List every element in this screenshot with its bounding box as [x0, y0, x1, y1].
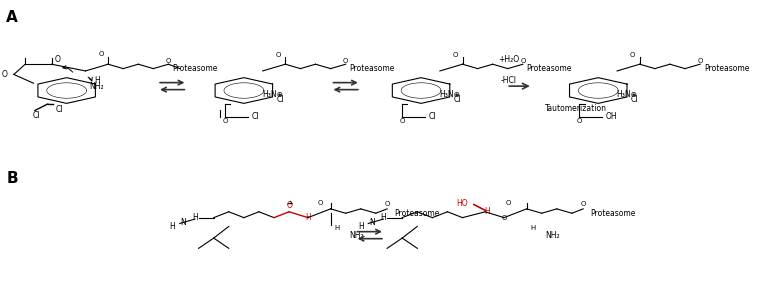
- Text: Tautomerization: Tautomerization: [545, 104, 606, 113]
- Text: NH₂: NH₂: [349, 231, 365, 240]
- Text: O: O: [453, 53, 480, 58]
- Text: O: O: [384, 201, 390, 207]
- Text: A: A: [6, 10, 18, 25]
- Text: Proteasome: Proteasome: [703, 64, 749, 73]
- Text: O: O: [2, 70, 8, 79]
- Text: NH₂: NH₂: [89, 82, 104, 91]
- Text: Proteasome: Proteasome: [527, 64, 572, 73]
- Text: O: O: [399, 118, 405, 124]
- Text: O: O: [631, 53, 656, 58]
- Text: O: O: [222, 118, 227, 124]
- Text: H: H: [381, 213, 387, 222]
- Text: HO: HO: [457, 199, 468, 207]
- Text: OH: OH: [606, 112, 618, 121]
- Text: O: O: [318, 200, 351, 206]
- Text: Proteasome: Proteasome: [349, 64, 395, 73]
- Text: Cl: Cl: [55, 105, 63, 114]
- Text: H: H: [192, 213, 198, 222]
- Text: Proteasome: Proteasome: [395, 209, 440, 218]
- Text: B: B: [6, 171, 18, 186]
- Text: H: H: [334, 225, 340, 231]
- Text: Cl: Cl: [252, 112, 259, 121]
- Text: H₃N⊕: H₃N⊕: [262, 90, 283, 99]
- Text: H: H: [358, 222, 364, 231]
- Text: O: O: [506, 200, 540, 206]
- Text: N: N: [180, 217, 186, 227]
- Text: H: H: [169, 222, 175, 231]
- Text: Cl: Cl: [631, 95, 638, 104]
- Text: H₃N⊕: H₃N⊕: [439, 90, 460, 99]
- Text: NH₂: NH₂: [546, 231, 560, 240]
- Text: H₃N⊕: H₃N⊕: [616, 90, 637, 99]
- Text: +H₂O: +H₂O: [498, 55, 519, 64]
- Text: O: O: [287, 201, 292, 210]
- Text: Cl: Cl: [277, 95, 283, 104]
- Text: O: O: [343, 58, 349, 64]
- Text: H: H: [305, 213, 311, 222]
- Text: O: O: [577, 118, 582, 124]
- Text: Proteasome: Proteasome: [172, 64, 218, 73]
- Text: Cl: Cl: [428, 112, 436, 121]
- Text: Cl: Cl: [33, 111, 40, 120]
- Text: O: O: [276, 53, 302, 58]
- Text: O: O: [697, 58, 703, 64]
- Text: Proteasome: Proteasome: [590, 209, 636, 218]
- Text: O: O: [581, 201, 586, 207]
- Text: Cl: Cl: [453, 95, 461, 104]
- Text: H: H: [484, 207, 490, 216]
- Text: O: O: [99, 51, 125, 57]
- Text: O: O: [166, 58, 171, 64]
- Text: -HCl: -HCl: [500, 76, 516, 85]
- Text: O: O: [501, 215, 506, 221]
- Text: O: O: [520, 58, 525, 64]
- Text: N: N: [369, 217, 375, 227]
- Text: H: H: [94, 76, 100, 85]
- Text: H: H: [531, 225, 536, 231]
- Text: O: O: [55, 55, 61, 64]
